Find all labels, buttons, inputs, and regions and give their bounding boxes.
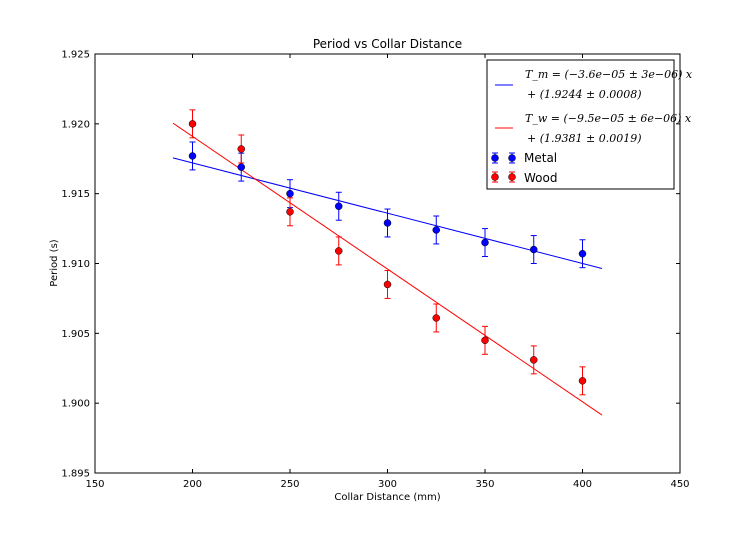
marker [237, 145, 245, 153]
legend-label-metal: Metal [524, 151, 557, 165]
chart-title: Period vs Collar Distance [313, 37, 462, 51]
y-tick-label: 1.905 [61, 329, 90, 340]
data-point-wood [188, 109, 197, 139]
data-point-wood [237, 134, 245, 164]
data-point-metal [530, 235, 538, 264]
data-points [188, 109, 587, 396]
legend-marker-wood [491, 171, 516, 183]
legend-label-wood: Wood [524, 171, 557, 185]
legend-marker-metal [491, 152, 516, 164]
data-point-wood [383, 269, 392, 299]
data-point-metal [383, 208, 392, 238]
x-axis-label: Collar Distance (mm) [334, 492, 440, 503]
data-point-metal [481, 228, 489, 258]
y-tick-label: 1.895 [61, 469, 90, 480]
legend-fit-wood-line1: T_w = (−9.5e−05 ± 6e−06) x [525, 112, 692, 125]
x-tick-label: 400 [573, 479, 592, 490]
marker [432, 314, 440, 322]
data-point-wood [578, 366, 587, 396]
x-axis-ticks: 150 200 250 300 350 400 450 [85, 54, 690, 490]
data-point-metal [432, 215, 440, 245]
x-tick-label: 300 [378, 479, 397, 490]
marker [383, 280, 392, 289]
marker [383, 219, 392, 227]
marker [335, 247, 343, 255]
y-tick-label: 1.925 [61, 50, 90, 61]
x-tick-label: 150 [85, 479, 104, 490]
y-tick-label: 1.920 [61, 119, 90, 130]
x-tick-label: 200 [183, 479, 202, 490]
marker [578, 377, 587, 385]
fit-line-t-w [172, 122, 603, 416]
marker [530, 356, 538, 364]
y-tick-label: 1.910 [61, 259, 90, 270]
y-axis-ticks: 1.895 1.900 1.905 1.910 1.915 1.920 1.925 [61, 50, 680, 480]
x-tick-label: 350 [475, 479, 494, 490]
data-point-wood [432, 303, 440, 333]
y-tick-label: 1.900 [61, 399, 90, 410]
marker [188, 120, 197, 128]
legend-fit-metal-line2: + (1.9244 ± 0.0008) [527, 88, 642, 101]
legend-box [486, 59, 675, 190]
legend: T_m = (−3.6e−05 ± 3e−06) x + (1.9244 ± 0… [486, 59, 693, 190]
x-tick-label: 250 [280, 479, 299, 490]
marker [432, 226, 440, 234]
legend-fit-metal-line1: T_m = (−3.6e−05 ± 3e−06) x [525, 68, 693, 81]
data-point-metal [188, 141, 197, 171]
marker [237, 163, 245, 171]
data-point-wood [335, 236, 343, 266]
marker [286, 208, 294, 216]
data-point-metal [335, 191, 343, 221]
marker [481, 238, 489, 247]
marker [286, 189, 294, 198]
data-point-wood [286, 197, 294, 227]
marker [530, 245, 538, 254]
marker [578, 249, 587, 258]
marker [188, 152, 197, 160]
data-point-metal [578, 239, 587, 269]
marker [481, 336, 489, 345]
x-tick-label: 450 [670, 479, 689, 490]
data-point-wood [530, 345, 538, 375]
y-tick-label: 1.915 [61, 189, 90, 200]
marker [335, 202, 343, 210]
data-point-wood [481, 325, 489, 355]
legend-fit-wood-line2: + (1.9381 ± 0.0019) [527, 132, 642, 145]
y-axis-label: Period (s) [49, 239, 60, 286]
